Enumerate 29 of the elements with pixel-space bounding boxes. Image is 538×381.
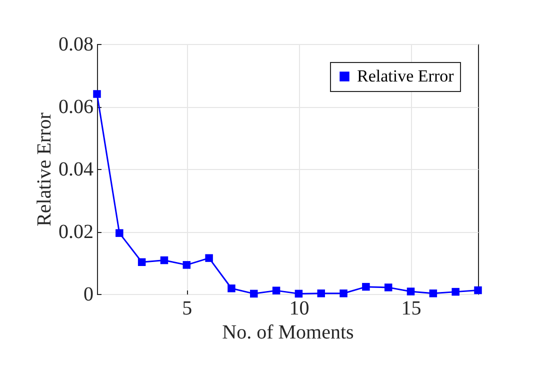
- point: [160, 256, 168, 264]
- point: [474, 286, 482, 294]
- point: [317, 290, 325, 298]
- point: [452, 288, 460, 296]
- x-tick-label: 10: [289, 298, 310, 320]
- point: [182, 261, 191, 269]
- point: [93, 90, 101, 98]
- point: [138, 258, 146, 266]
- point: [384, 284, 392, 292]
- point: [340, 290, 348, 298]
- y-tick-label: 0.04: [58, 158, 94, 180]
- legend-label: Relative Error: [357, 66, 454, 86]
- point: [406, 288, 415, 296]
- point: [116, 229, 124, 237]
- y-tick-label: 0.02: [58, 221, 94, 243]
- point: [362, 282, 370, 291]
- y-tick-label: 0.06: [58, 96, 94, 118]
- y-tick-label: 0.08: [58, 34, 94, 56]
- point: [294, 290, 303, 298]
- x-tick-label: 15: [401, 298, 422, 320]
- point: [205, 254, 213, 262]
- point: [272, 286, 280, 294]
- y-axis-title: Relative Error: [34, 112, 56, 226]
- point: [429, 290, 438, 298]
- x-tick-label: 5: [182, 298, 192, 320]
- x-axis-title: No. of Moments: [222, 322, 354, 344]
- y-tick-label: 0: [84, 284, 94, 306]
- point: [250, 290, 258, 298]
- point: [228, 284, 236, 292]
